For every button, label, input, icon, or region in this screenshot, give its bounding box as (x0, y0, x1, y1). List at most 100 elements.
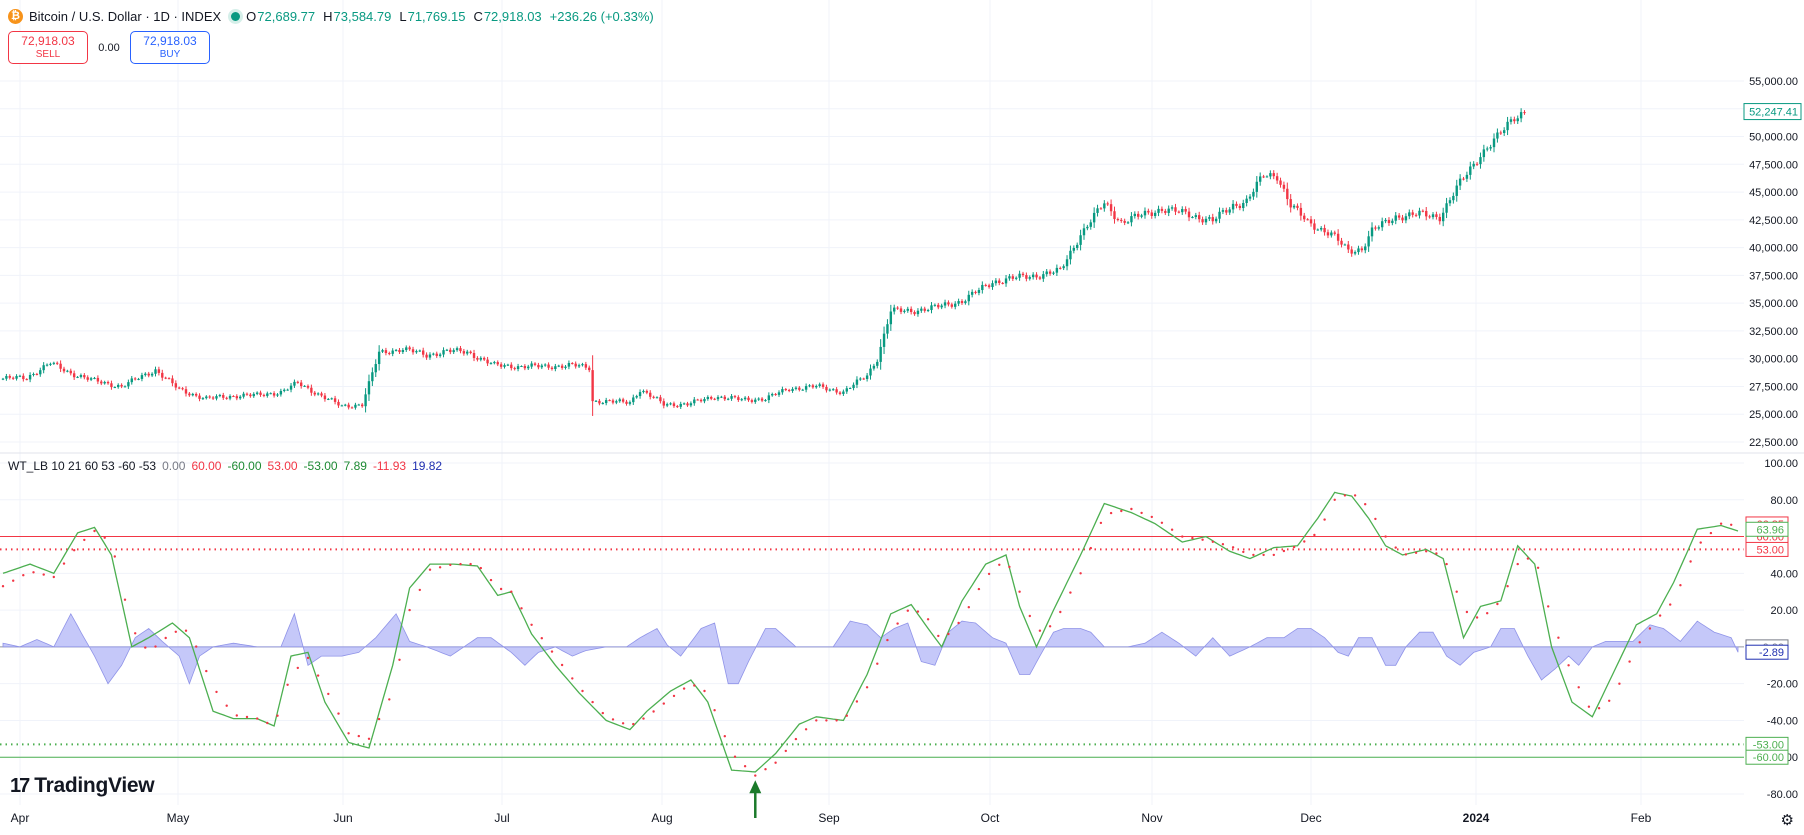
candle-body (696, 399, 699, 401)
candle-body (211, 397, 215, 399)
wt2-point (713, 709, 716, 712)
candle-body (899, 308, 903, 312)
candle-body (276, 394, 279, 396)
candle-body (913, 312, 916, 315)
candle-body (127, 382, 130, 387)
candle-body (1011, 276, 1015, 279)
time-axis-label: Jul (494, 811, 509, 825)
tradingview-logo[interactable]: 17 TradingView (10, 774, 155, 798)
candle-body (391, 350, 394, 354)
wt2-point (184, 629, 188, 632)
osc-axis-label: -80.00 (1767, 789, 1798, 801)
candle-body (991, 283, 994, 288)
candle-body (1099, 208, 1103, 210)
candle-body (1150, 212, 1153, 216)
time-axis-label: Dec (1300, 811, 1321, 825)
candle-body (66, 370, 69, 372)
wt2-point (1089, 546, 1093, 550)
candle-body (72, 373, 76, 378)
candle-body (154, 369, 157, 374)
gear-icon[interactable]: ⚙ (1780, 812, 1794, 829)
wt2-point (327, 692, 330, 696)
candle-body (1042, 274, 1045, 279)
candle-body (1103, 203, 1106, 209)
candle-body (889, 311, 893, 325)
candle-body (411, 349, 415, 353)
candle-body (1374, 227, 1377, 229)
candle-body (259, 392, 262, 395)
wt2-point (754, 774, 757, 777)
candle-body (1015, 277, 1018, 279)
last-price-box (1743, 103, 1802, 121)
candle-body (1384, 219, 1387, 222)
candle-body (1001, 282, 1004, 284)
wt2-point (723, 735, 726, 738)
candle-body (384, 350, 388, 354)
candle-body (1472, 163, 1475, 167)
wt2-point (876, 662, 879, 665)
wt2-point (164, 636, 167, 640)
sell-button[interactable]: 72,918.03 SELL (8, 31, 88, 64)
candle-body (1492, 138, 1496, 148)
ohlc-values: O72,689.77 H73,584.79 L71,769.15 C72,918… (246, 9, 654, 24)
wt2-point (286, 683, 289, 686)
candle-body (15, 376, 18, 379)
wt2-point (1069, 591, 1072, 594)
candle-body (69, 370, 72, 374)
wt2-point (1608, 699, 1611, 702)
candle-body (1120, 219, 1123, 221)
candle-body (859, 378, 862, 380)
candle-body (1469, 166, 1472, 175)
candle-body (1113, 211, 1116, 220)
wt2-point (1109, 511, 1113, 515)
wt2-point (1719, 522, 1723, 525)
wt2-point (1425, 550, 1428, 553)
candle-body (1238, 205, 1242, 209)
candle-body (252, 393, 255, 397)
candle-body (333, 398, 337, 402)
candle-body (1177, 211, 1181, 213)
wt2-point (1587, 705, 1591, 708)
candle-body (354, 404, 357, 408)
level-label: -53.00 (1753, 739, 1784, 751)
candle-body (960, 301, 964, 304)
wt2-point (743, 765, 747, 768)
candle-body (184, 389, 188, 394)
candle-body (832, 389, 835, 391)
candle-body (394, 349, 398, 351)
candle-body (726, 398, 730, 400)
candle-body (1340, 240, 1343, 245)
indicator-legend[interactable]: WT_LB 10 21 60 53 -60 -53 0.00 60.00 -60… (8, 459, 442, 473)
candle-body (83, 375, 86, 378)
candle-body (171, 378, 174, 384)
wt2-point (42, 573, 45, 576)
candle-body (49, 363, 52, 365)
candle-body (798, 387, 801, 390)
time-axis-label: May (167, 811, 190, 825)
buy-button[interactable]: 72,918.03 BUY (130, 31, 210, 64)
open-value: 72,689.77 (257, 8, 316, 24)
wt2-point (947, 632, 950, 636)
candle-body (1523, 112, 1526, 114)
candle-body (123, 386, 127, 388)
symbol-title[interactable]: Bitcoin / U.S. Dollar · 1D · INDEX (29, 8, 222, 24)
wt2-point (886, 638, 889, 642)
candle-body (771, 393, 774, 396)
candle-body (1140, 215, 1143, 217)
candle-body (174, 383, 178, 388)
candle-body (1269, 173, 1272, 177)
wt2-point (1201, 538, 1204, 541)
wt2-point (916, 610, 920, 613)
candle-body (872, 365, 876, 369)
wt2-point (652, 710, 655, 713)
candle-body (754, 399, 757, 402)
candle-body (286, 389, 289, 391)
candle-body (1306, 219, 1309, 221)
wt2-point (1292, 545, 1296, 549)
candle-body (337, 401, 340, 406)
candle-body (533, 363, 537, 365)
candle-body (618, 399, 621, 402)
candle-body (1445, 203, 1448, 213)
candle-body (472, 353, 476, 358)
